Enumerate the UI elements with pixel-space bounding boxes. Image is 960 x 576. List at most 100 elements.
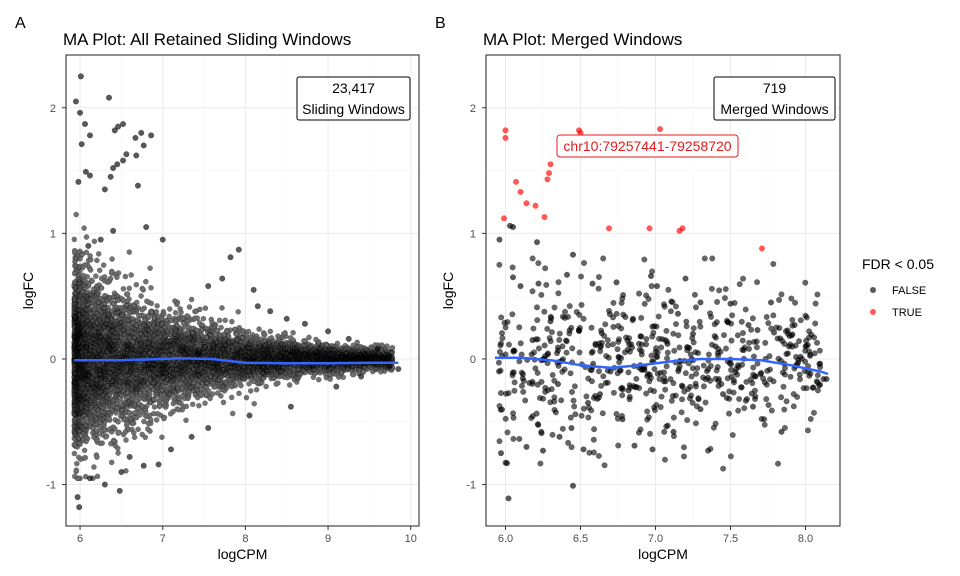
panel-b-point-false bbox=[528, 415, 535, 422]
panel-b-point-false bbox=[804, 427, 811, 434]
panel-b-point-false bbox=[712, 334, 719, 341]
panel-b-point-false bbox=[715, 345, 722, 352]
panel-b-point-false bbox=[610, 323, 617, 330]
panel-b-point-false bbox=[551, 304, 558, 311]
panel-b-point-false bbox=[729, 431, 736, 439]
panel-b-point-false bbox=[764, 367, 771, 374]
panel-a-xtick-label: 10 bbox=[405, 533, 417, 545]
panel-b-point-false bbox=[739, 337, 746, 344]
panel-a-point-false bbox=[205, 424, 212, 432]
panel-b-point-false bbox=[548, 329, 555, 336]
panel-b-point-false bbox=[621, 349, 628, 356]
panel-b-point-false bbox=[523, 443, 530, 450]
panel-b-point-false bbox=[734, 332, 741, 339]
panel-b-point-false bbox=[663, 423, 670, 430]
panel-b-point-false bbox=[823, 375, 830, 383]
panel-b-point-false bbox=[752, 393, 759, 400]
panel-b-point-false bbox=[766, 376, 774, 383]
panel-b-point-false bbox=[778, 428, 785, 435]
panel-b-point-false bbox=[571, 383, 578, 390]
panel-b-point-false bbox=[789, 316, 796, 324]
panel-b-point-false bbox=[738, 318, 745, 325]
panel-b-point-false bbox=[636, 290, 643, 297]
panel-b-point-false bbox=[739, 361, 746, 368]
panel-b-point-false bbox=[656, 335, 663, 342]
panel-b-point-false bbox=[629, 317, 636, 324]
panel-a-point-false bbox=[325, 328, 332, 335]
panel-b-point-false bbox=[705, 447, 712, 454]
panel-b-point-false bbox=[794, 393, 801, 400]
panel-b-point-false bbox=[716, 287, 723, 294]
panel-b-point-false bbox=[692, 304, 700, 311]
panel-b-point-false bbox=[580, 446, 587, 453]
panel-b-point-false bbox=[595, 368, 603, 375]
panel-b-point-false bbox=[784, 350, 791, 357]
panel-b-point-true bbox=[656, 126, 664, 133]
panel-b-point-false bbox=[697, 299, 704, 306]
panel-a-point-false bbox=[143, 224, 150, 231]
panel-b-point-false bbox=[689, 335, 696, 342]
panel-b-point-false bbox=[543, 281, 550, 288]
panel-b-point-false bbox=[539, 447, 547, 454]
panel-b-point-false bbox=[509, 369, 516, 376]
panel-a-point-false bbox=[101, 186, 108, 193]
panel-b-point-false bbox=[776, 296, 783, 304]
panel-b-point-false bbox=[767, 299, 775, 306]
panel-a-tag: A bbox=[15, 15, 26, 32]
panel-b-point-false bbox=[711, 321, 718, 328]
panel-b-point-false bbox=[658, 393, 665, 400]
panel-a-point-false bbox=[97, 236, 104, 243]
panel-b-point-false bbox=[553, 350, 561, 357]
panel-b-point-false bbox=[505, 341, 513, 348]
panel-b-point-false bbox=[625, 369, 632, 376]
panel-a-point-false bbox=[132, 134, 139, 141]
panel-b-point-false bbox=[680, 453, 688, 460]
panel-b-point-false bbox=[722, 345, 730, 352]
panel-b-count-box bbox=[713, 76, 836, 121]
panel-b-point-false bbox=[576, 349, 583, 356]
panel-b-point-false bbox=[737, 384, 745, 391]
panel-b-point-false bbox=[723, 317, 730, 324]
panel-b-point-false bbox=[741, 405, 748, 412]
legend-label-false: FALSE bbox=[892, 285, 926, 297]
panel-b-point-false bbox=[613, 279, 620, 286]
panel-b-point-false bbox=[529, 255, 536, 262]
panel-a-point-false bbox=[111, 127, 118, 134]
panel-b-point-false bbox=[598, 382, 605, 389]
panel-b-point-false bbox=[691, 291, 698, 298]
panel-b-point-false bbox=[510, 348, 517, 355]
panel-a-point-false bbox=[140, 142, 147, 149]
panel-b-point-false bbox=[600, 255, 607, 262]
panel-b-point-false bbox=[763, 313, 770, 321]
panel-b-point-false bbox=[663, 363, 670, 370]
panel-b-point-false bbox=[638, 314, 645, 321]
panel-b-point-false bbox=[667, 376, 674, 383]
panel-b-point-true bbox=[523, 200, 530, 207]
panel-b-point-false bbox=[569, 251, 577, 258]
panel-b-point-false bbox=[650, 329, 657, 336]
panel-b-point-false bbox=[537, 460, 544, 467]
panel-b-point-false bbox=[620, 311, 627, 318]
panel-b-point-false bbox=[765, 401, 772, 409]
panel-b-point-false bbox=[614, 346, 621, 353]
panel-b-point-false bbox=[796, 376, 804, 383]
panel-b-point-false bbox=[750, 364, 757, 371]
panel-b-point-false bbox=[671, 347, 678, 354]
panel-a-point-false bbox=[72, 98, 79, 105]
panel-b-point-false bbox=[700, 362, 707, 369]
panel-a-point-false bbox=[74, 494, 81, 501]
panel-b-point-false bbox=[501, 319, 508, 326]
panel-a-point-false bbox=[167, 446, 175, 453]
panel-b-point-false bbox=[810, 409, 818, 416]
panel-b-point-false bbox=[693, 403, 700, 410]
panel-b-point-false bbox=[601, 462, 608, 469]
highlight-label-box bbox=[556, 134, 739, 158]
panel-b-point-false bbox=[631, 442, 638, 449]
panel-b-ylabel: logFC bbox=[440, 272, 456, 309]
panel-a-count-label: Sliding Windows bbox=[302, 101, 405, 117]
panel-a-point-false bbox=[358, 373, 365, 380]
panel-b-point-false bbox=[533, 410, 540, 417]
panel-b-point-false bbox=[498, 330, 506, 337]
panel-b-point-false bbox=[728, 361, 735, 368]
panel-b-point-false bbox=[662, 336, 669, 344]
